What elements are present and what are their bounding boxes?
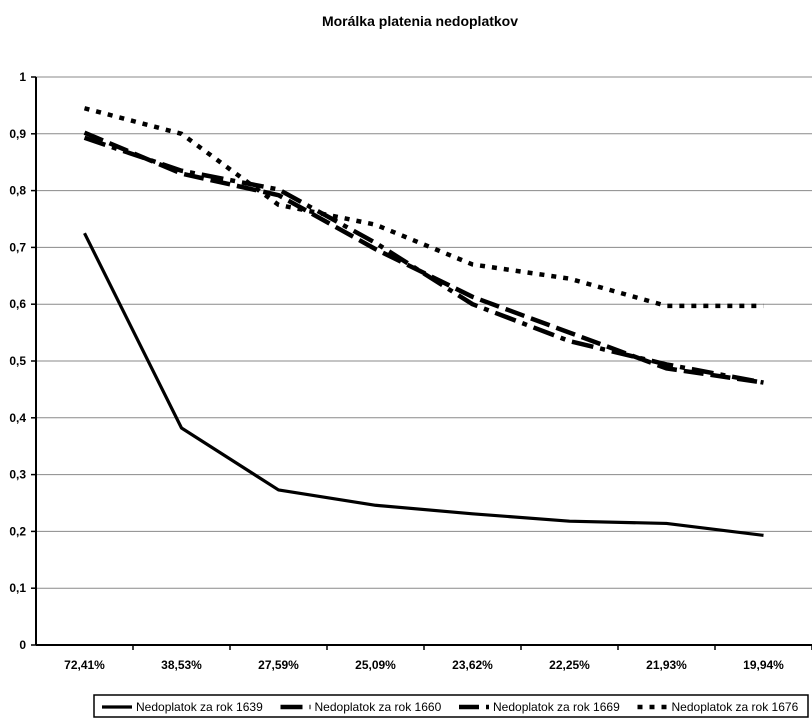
x-tick-label: 21,93% [646,658,687,672]
x-tick-label: 25,09% [355,658,396,672]
x-tick-label: 22,25% [549,658,590,672]
y-tick-label: 0,8 [9,184,26,198]
x-tick-label: 27,59% [258,658,299,672]
y-tick-label: 0,1 [9,581,26,595]
y-tick-label: 0,3 [9,468,26,482]
gridlines [36,76,812,589]
legend-label: Nedoplatok za rok 1676 [672,700,799,714]
series-line-0 [83,232,764,537]
series-line-3 [83,106,764,309]
y-tick-label: 0,5 [9,354,26,368]
legend-label: Nedoplatok za rok 1660 [315,700,442,714]
legend: Nedoplatok za rok 1639 Nedoplatok za rok … [93,694,809,718]
y-tick-label: 0,6 [9,297,26,311]
y-tick-label: 0 [19,638,26,652]
x-tick-label: 19,94% [743,658,784,672]
legend-box [93,694,809,718]
x-tick-label: 23,62% [452,658,493,672]
y-axis-ticks: 0 0,1 0,2 0,3 0,4 0,5 0,6 0,7 0,8 0,9 1 [9,70,36,652]
y-tick-label: 0,9 [9,127,26,141]
series-lines [83,106,764,537]
legend-label: Nedoplatok za rok 1669 [493,700,620,714]
y-tick-label: 1 [19,70,26,84]
y-tick-label: 0,4 [9,411,26,425]
legend-label: Nedoplatok za rok 1639 [136,700,263,714]
x-tick-label: 38,53% [161,658,202,672]
y-tick-label: 0,2 [9,524,26,538]
y-tick-label: 0,7 [9,240,26,254]
chart-title: Morálka platenia nedoplatkov [322,13,518,29]
x-axis-ticks: 72,41% 38,53% 27,59% 25,09% 23,62% 22,25% 21,9… [64,645,812,672]
series-line-2 [83,130,764,385]
x-tick-label: 72,41% [64,658,105,672]
